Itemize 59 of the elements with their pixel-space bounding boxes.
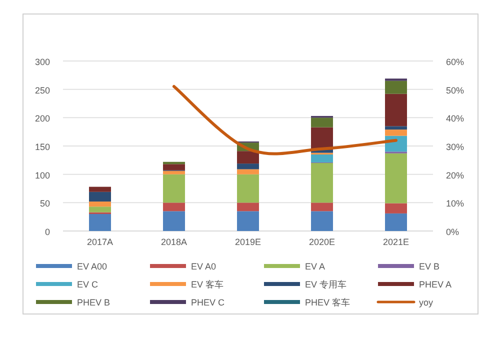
bar (385, 94, 407, 126)
x-tick-label: 2019E (234, 237, 262, 247)
bar (163, 164, 185, 170)
y2-tick-label: 20% (446, 170, 464, 180)
y-tick-label: 200 (34, 114, 50, 124)
legend-label: EV 客车 (191, 280, 224, 290)
x-tick-label: 2021E (382, 237, 410, 247)
bar (311, 118, 333, 128)
legend-label: EV A0 (191, 262, 216, 272)
legend-label: EV B (419, 262, 440, 272)
bar (89, 214, 111, 231)
bar (311, 211, 333, 231)
bar (385, 213, 407, 231)
bar (237, 174, 259, 203)
bar (385, 130, 407, 136)
legend-label: EV 专用车 (305, 280, 347, 290)
y-tick-label: 0 (44, 227, 50, 237)
bar (89, 186, 111, 192)
y-tick-label: 100 (34, 170, 50, 180)
legend-label: PHEV B (77, 298, 110, 308)
bar (237, 211, 259, 231)
legend-label: EV A00 (77, 262, 108, 272)
bar (311, 163, 333, 203)
bar (89, 202, 111, 207)
bar (385, 153, 407, 204)
bar (89, 192, 111, 202)
bar (163, 170, 185, 174)
y2-tick-label: 0% (446, 227, 460, 237)
bar (163, 202, 185, 212)
y-tick-label: 300 (34, 57, 50, 67)
legend-label: PHEV A (419, 280, 452, 290)
bar (237, 151, 259, 164)
bar (237, 169, 259, 174)
legend-label: yoy (419, 298, 434, 308)
bar (311, 154, 333, 162)
y2-tick-label: 30% (446, 142, 464, 152)
bar (89, 206, 111, 212)
legend-label: PHEV 客车 (305, 298, 350, 308)
bar (163, 174, 185, 203)
y2-tick-label: 10% (446, 198, 464, 209)
bar (237, 164, 259, 170)
x-tick-label: 2020E (308, 237, 336, 247)
bar (385, 80, 407, 94)
y2-tick-label: 40% (446, 114, 464, 124)
bar (385, 126, 407, 130)
bar (163, 211, 185, 231)
legend-label: EV C (77, 280, 99, 290)
y-tick-label: 250 (34, 85, 50, 96)
legend-label: EV A (305, 262, 326, 272)
y2-tick-label: 60% (446, 57, 464, 67)
bar (237, 202, 259, 212)
bar (311, 202, 333, 212)
bar (385, 203, 407, 214)
x-tick-label: 2017A (86, 237, 114, 247)
legend-label: PHEV C (191, 298, 226, 308)
x-tick-label: 2018A (160, 237, 188, 247)
y-tick-label: 150 (34, 142, 50, 152)
y-tick-label: 50 (40, 198, 50, 209)
y2-tick-label: 50% (446, 85, 464, 96)
